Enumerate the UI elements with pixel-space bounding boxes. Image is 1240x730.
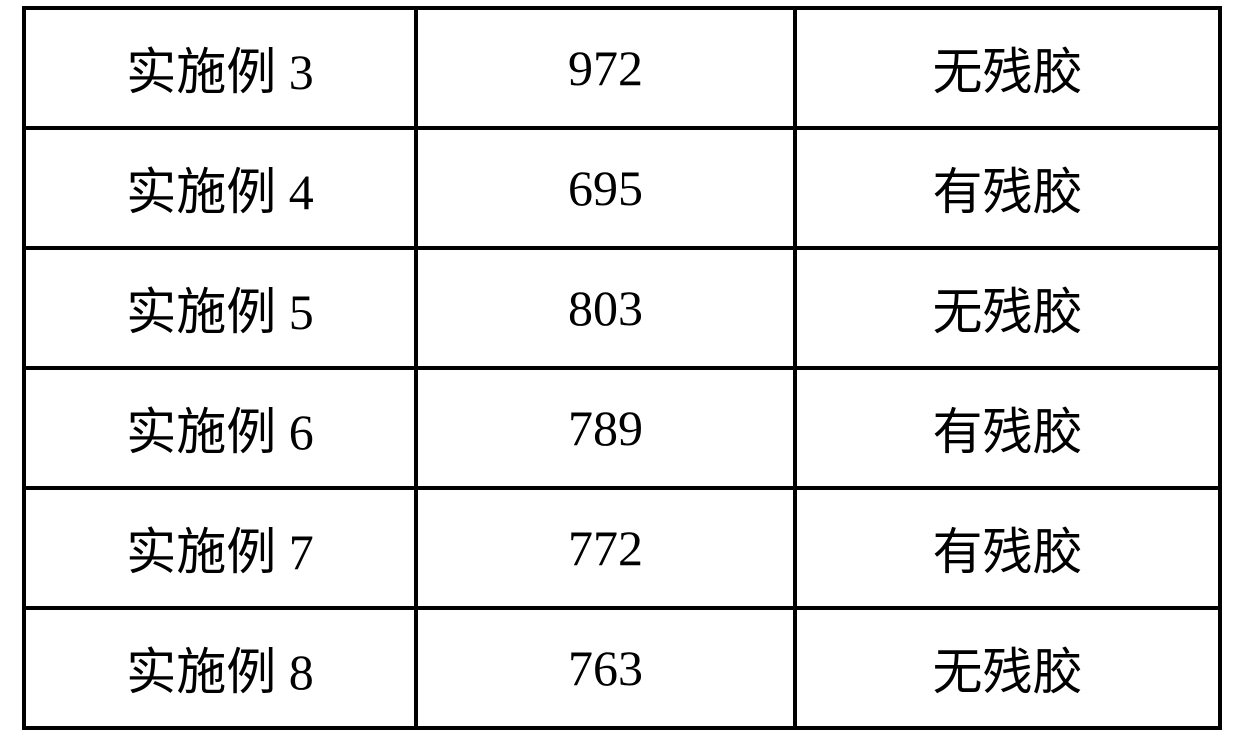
cell-residue: 有残胶: [795, 488, 1220, 608]
table-row: 实施例 5 803 无残胶: [24, 248, 1220, 368]
cell-example: 实施例 8: [24, 608, 416, 728]
cell-example: 实施例 3: [24, 8, 416, 128]
table-row: 实施例 6 789 有残胶: [24, 368, 1220, 488]
cell-example: 实施例 6: [24, 368, 416, 488]
cell-value: 789: [416, 368, 795, 488]
cell-example: 实施例 7: [24, 488, 416, 608]
cell-residue: 无残胶: [795, 608, 1220, 728]
cell-residue: 无残胶: [795, 8, 1220, 128]
cell-value: 972: [416, 8, 795, 128]
table-row: 实施例 4 695 有残胶: [24, 128, 1220, 248]
cell-residue: 无残胶: [795, 248, 1220, 368]
table-row: 实施例 7 772 有残胶: [24, 488, 1220, 608]
results-table: 实施例 3 972 无残胶 实施例 4 695 有残胶 实施例 5 803 无残…: [22, 6, 1222, 730]
cell-value: 695: [416, 128, 795, 248]
cell-example: 实施例 4: [24, 128, 416, 248]
cell-example: 实施例 5: [24, 248, 416, 368]
table-row: 实施例 8 763 无残胶: [24, 608, 1220, 728]
cell-value: 763: [416, 608, 795, 728]
cell-residue: 有残胶: [795, 368, 1220, 488]
table-row: 实施例 3 972 无残胶: [24, 8, 1220, 128]
cell-value: 803: [416, 248, 795, 368]
table-body: 实施例 3 972 无残胶 实施例 4 695 有残胶 实施例 5 803 无残…: [24, 8, 1220, 728]
page: 实施例 3 972 无残胶 实施例 4 695 有残胶 实施例 5 803 无残…: [0, 0, 1240, 718]
cell-residue: 有残胶: [795, 128, 1220, 248]
cell-value: 772: [416, 488, 795, 608]
